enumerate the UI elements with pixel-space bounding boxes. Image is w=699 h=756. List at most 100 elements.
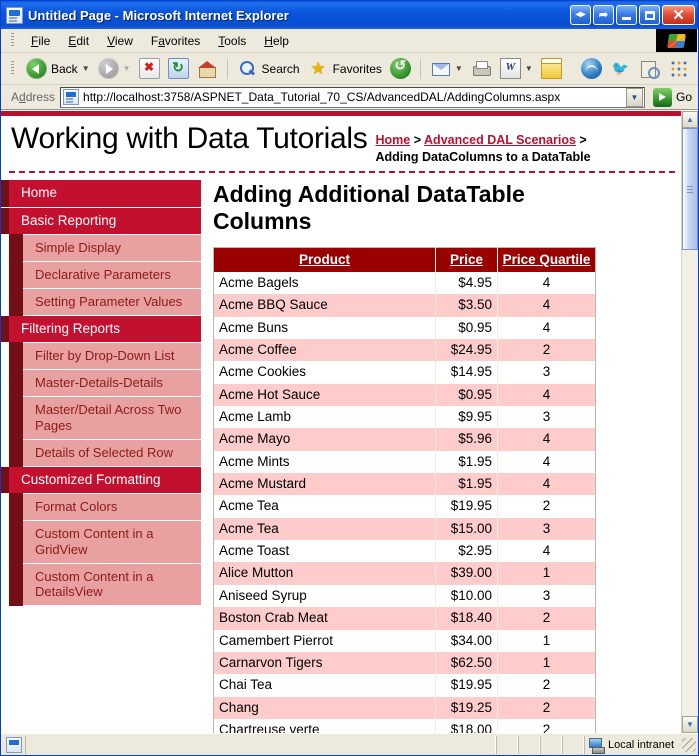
- column-header-price-quartile[interactable]: Price Quartile: [497, 247, 596, 272]
- cell-price: $62.50: [435, 651, 498, 675]
- sidebar-item-format-colors[interactable]: Format Colors: [9, 493, 201, 521]
- sidebar-item-custom-content-in-a-detailsview[interactable]: Custom Content in a DetailsView: [9, 562, 201, 607]
- minimize-button[interactable]: [616, 5, 637, 25]
- mail-icon: [430, 58, 451, 79]
- back-button[interactable]: Back ▼: [22, 56, 94, 82]
- page-icon: [6, 6, 23, 24]
- stop-button[interactable]: [135, 56, 164, 82]
- cell-product: Acme Lamb: [213, 405, 436, 429]
- cell-price-quartile: 4: [542, 543, 551, 559]
- table-row: Alice Mutton $39.00 1: [213, 562, 596, 585]
- history-icon: [389, 57, 411, 79]
- back-icon: [26, 58, 47, 79]
- forward-button[interactable]: ▼: [94, 56, 135, 82]
- page-scrollbar-vertical[interactable]: ▲ ▼: [681, 111, 698, 733]
- menu-item-tools[interactable]: Tools: [218, 33, 247, 48]
- cell-price-quartile: 4: [542, 453, 551, 469]
- products-grid: Product Price Price Quartile Acme Bagel: [213, 246, 596, 733]
- address-bar: Address http://localhost:3758/ASPNET_Dat…: [1, 85, 698, 110]
- cell-price-quartile: 1: [542, 632, 551, 648]
- sidebar-item-master-detail-across-two-pages[interactable]: Master/Detail Across Two Pages: [9, 395, 201, 440]
- maximize-button[interactable]: [639, 5, 660, 25]
- column-header-product[interactable]: Product: [213, 247, 436, 272]
- history-button[interactable]: [386, 56, 415, 82]
- sidebar-item-home[interactable]: Home: [1, 180, 201, 208]
- cell-price: $24.95: [435, 338, 498, 362]
- sidebar-item-filter-by-drop-down-list[interactable]: Filter by Drop-Down List: [9, 342, 201, 371]
- sidebar-item-filtering-reports[interactable]: Filtering Reports: [1, 315, 201, 344]
- scrollbar-track[interactable]: [682, 128, 698, 716]
- cell-price-quartile: 3: [497, 517, 596, 541]
- table-row: Acme Tea $15.00 3: [213, 517, 596, 541]
- menu-item-edit[interactable]: Edit: [68, 33, 90, 48]
- favorites-button[interactable]: Favorites: [304, 56, 386, 82]
- sort-link-price[interactable]: Price: [449, 251, 484, 267]
- menu-item-file[interactable]: File: [31, 33, 51, 48]
- address-url-text: http://localhost:3758/ASPNET_Data_Tutori…: [83, 90, 561, 104]
- sidebar-item-simple-display[interactable]: Simple Display: [9, 234, 201, 263]
- home-button[interactable]: [193, 56, 222, 82]
- messenger-button[interactable]: [577, 56, 606, 82]
- cell-price: $0.95: [435, 383, 498, 406]
- breadcrumb-link-home[interactable]: Home: [375, 133, 411, 147]
- close-button[interactable]: ✕: [662, 5, 695, 25]
- restore-split-button[interactable]: ◂▸: [570, 5, 591, 25]
- sidebar-item-custom-content-in-a-gridview[interactable]: Custom Content in a GridView: [9, 519, 201, 564]
- notes-button[interactable]: [537, 56, 566, 82]
- chevron-down-icon[interactable]: ▼: [454, 64, 463, 73]
- security-zone[interactable]: Local intranet: [583, 735, 680, 754]
- bird-button[interactable]: [606, 56, 635, 82]
- menu-grip[interactable]: [11, 33, 14, 48]
- cell-product: Acme Cookies: [213, 361, 436, 384]
- table-row: Acme Lamb $9.95 3: [213, 405, 596, 429]
- cell-price-quartile: 1: [497, 562, 596, 585]
- scroll-up-button[interactable]: ▲: [682, 111, 698, 128]
- search-button[interactable]: Search: [233, 56, 304, 82]
- sidebar-item-basic-reporting[interactable]: Basic Reporting: [1, 207, 201, 236]
- cell-product: Acme Tea: [213, 517, 436, 541]
- address-input[interactable]: http://localhost:3758/ASPNET_Data_Tutori…: [60, 86, 645, 108]
- mail-button[interactable]: ▼: [426, 56, 467, 82]
- cell-product: Chang: [213, 696, 436, 719]
- menu-item-favorites[interactable]: Favorites: [150, 33, 201, 48]
- edit-button[interactable]: ▼: [496, 56, 537, 82]
- sidebar-item-customized-formatting[interactable]: Customized Formatting: [1, 466, 201, 494]
- table-row: Acme Coffee $24.95 2: [213, 338, 596, 362]
- cell-price: $3.50: [435, 294, 498, 317]
- sidebar-item-details-of-selected-row[interactable]: Details of Selected Row: [9, 438, 201, 467]
- column-header-price[interactable]: Price: [435, 247, 498, 272]
- sidebar-item-master-details-details[interactable]: Master-Details-Details: [9, 369, 201, 397]
- cell-price: $18.00: [435, 718, 498, 733]
- resize-grip[interactable]: [682, 737, 696, 752]
- table-row: Acme Hot Sauce $0.95 4: [213, 383, 596, 406]
- chevron-down-icon[interactable]: ▼: [524, 64, 533, 73]
- cell-price-quartile: 2: [497, 607, 596, 630]
- print-button[interactable]: [467, 56, 496, 82]
- breadcrumb-link-section[interactable]: Advanced DAL Scenarios: [424, 133, 576, 147]
- sort-link-product[interactable]: Product: [298, 251, 350, 267]
- sidebar-item-declarative-parameters[interactable]: Declarative Parameters: [9, 261, 201, 289]
- chevron-down-icon[interactable]: ▼: [625, 87, 643, 107]
- scroll-down-button[interactable]: ▼: [682, 716, 698, 733]
- header-rule: [1, 111, 681, 116]
- chevron-down-icon[interactable]: ▼: [122, 64, 131, 73]
- cell-product: Chartreuse verte: [213, 718, 436, 733]
- menu-item-view[interactable]: View: [107, 33, 133, 48]
- restore-down-button[interactable]: ➦: [593, 5, 614, 25]
- intranet-icon: [588, 737, 605, 754]
- toolbar-grip[interactable]: [11, 61, 14, 76]
- chevron-down-icon[interactable]: ▼: [81, 64, 90, 73]
- sidebar-item-setting-parameter-values[interactable]: Setting Parameter Values: [9, 287, 201, 316]
- cell-product: Aniseed Syrup: [213, 584, 436, 608]
- go-button[interactable]: Go: [649, 87, 696, 107]
- table-row: Camembert Pierrot $34.00 1: [213, 629, 596, 652]
- cell-product: Acme Coffee: [213, 338, 436, 362]
- sort-link-price-quartile[interactable]: Price Quartile: [502, 251, 591, 267]
- media-button[interactable]: [664, 56, 693, 82]
- page-title: Adding Additional DataTable Columns: [213, 181, 525, 234]
- scrollbar-thumb[interactable]: [682, 128, 698, 250]
- menu-item-help[interactable]: Help: [264, 33, 289, 48]
- cell-price: $2.95: [435, 540, 498, 563]
- refresh-button[interactable]: [164, 56, 193, 82]
- research-button[interactable]: [635, 56, 664, 82]
